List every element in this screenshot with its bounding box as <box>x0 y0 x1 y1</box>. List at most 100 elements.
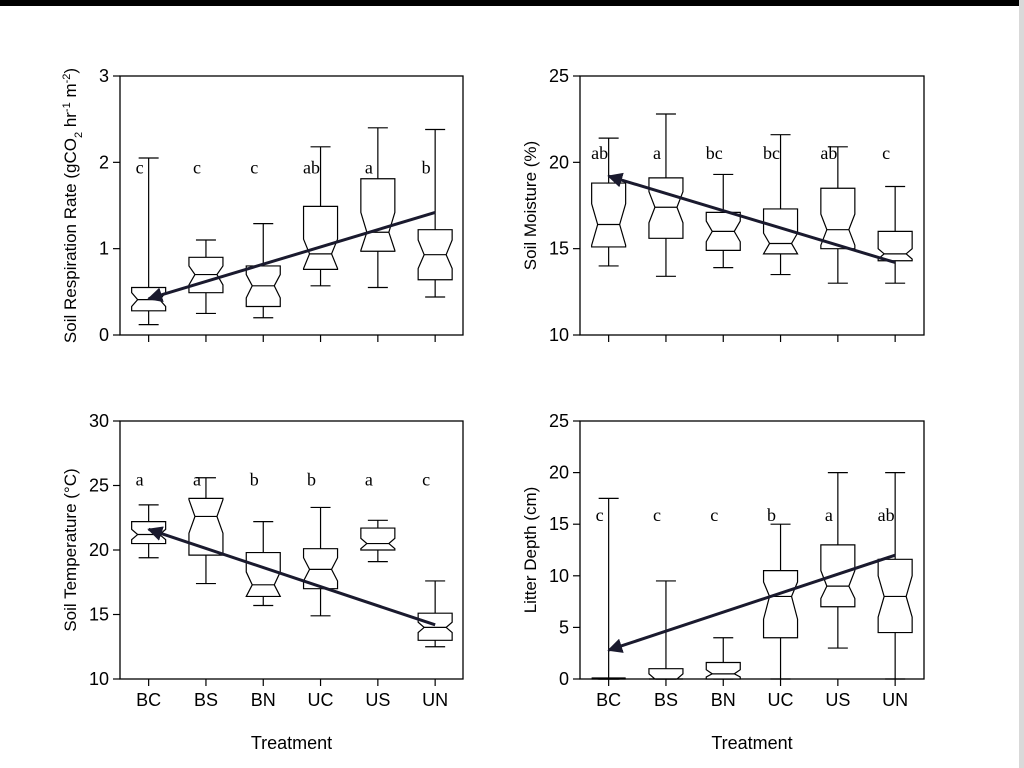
box-BC <box>131 157 167 326</box>
box-UC <box>302 146 339 287</box>
box-BC <box>131 504 167 559</box>
x-tick-label: US <box>825 690 850 710</box>
x-tick-label: UN <box>422 690 448 710</box>
box-body <box>820 544 856 608</box>
significance-letter: bc <box>706 143 723 163</box>
x-tick-label: BC <box>596 690 621 710</box>
significance-letter: bc <box>763 143 780 163</box>
box-body <box>762 208 799 255</box>
box-US <box>360 127 396 289</box>
significance-letter: b <box>767 505 776 525</box>
box-US <box>820 472 856 649</box>
significance-letter: c <box>882 143 890 163</box>
box-body <box>360 527 396 551</box>
y-tick-label: 25 <box>89 476 109 496</box>
box-US <box>820 146 856 284</box>
y-tick-label: 10 <box>549 325 569 345</box>
trend-arrow <box>147 526 436 627</box>
x-tick-label: BN <box>711 690 736 710</box>
x-tick-label: UC <box>308 690 334 710</box>
box-body <box>648 177 684 239</box>
significance-letter: c <box>422 470 430 490</box>
box-body <box>705 661 741 680</box>
plot-frame <box>579 75 925 336</box>
y-axis-label: Litter Depth (cm) <box>521 487 540 614</box>
box-body <box>302 548 339 590</box>
panel-4: 0 5 10 15 20 25 Litter Depth (cm) BC BS BN UC US UN T… <box>521 411 925 753</box>
plot-frame <box>119 420 464 680</box>
x-tick-label: UC <box>768 690 794 710</box>
trend-arrow <box>607 172 896 264</box>
significance-letter: c <box>136 158 144 178</box>
y-tick-label: 20 <box>89 540 109 560</box>
box-UC <box>762 134 799 276</box>
y-axis-label: Soil Respiration Rate (gCO2 hr-1 m-2) <box>61 68 85 343</box>
significance-letter: ab <box>591 143 608 163</box>
box-body <box>417 612 453 641</box>
right-page-edge <box>1019 0 1024 768</box>
box-UN <box>877 185 913 284</box>
box-body <box>877 230 913 262</box>
y-tick-label: 15 <box>549 514 569 534</box>
box-BS <box>648 113 684 277</box>
significance-letter: a <box>193 470 201 490</box>
y-tick-label: 25 <box>549 411 569 431</box>
panel-3: 10 15 20 25 30 Soil Temperature (°C) BC BS BN UC U… <box>61 411 464 753</box>
y-tick-label: 25 <box>549 66 569 86</box>
significance-letter: a <box>825 505 833 525</box>
top-border-rule <box>0 0 1024 6</box>
box-UN <box>877 472 913 680</box>
y-tick-label: 10 <box>89 669 109 689</box>
y-tick-label: 2 <box>99 152 109 172</box>
box-US <box>360 519 396 563</box>
y-tick-label: 3 <box>99 66 109 86</box>
y-tick-label: 10 <box>549 566 569 586</box>
box-body <box>245 551 282 598</box>
box-body <box>188 497 224 556</box>
x-tick-label: BS <box>654 690 678 710</box>
box-BS <box>648 580 684 680</box>
y-tick-label: 15 <box>549 239 569 259</box>
panel-1: 0 1 2 3 Soil Respiration Rate (gCO2 hr-1 m-2… <box>61 66 464 345</box>
box-body <box>820 187 856 250</box>
y-tick-label: 20 <box>549 463 569 483</box>
significance-letter: a <box>136 470 144 490</box>
x-tick-label: UN <box>882 690 908 710</box>
trend-arrow <box>607 553 896 653</box>
x-axis-label: Treatment <box>711 733 792 753</box>
significance-letter: b <box>422 158 431 178</box>
significance-letter: c <box>710 505 718 525</box>
significance-letter: c <box>250 158 258 178</box>
box-body <box>762 570 799 639</box>
trend-arrow <box>147 210 436 303</box>
box-UN <box>417 580 453 648</box>
box-UN <box>417 128 453 298</box>
significance-letter: b <box>307 470 316 490</box>
y-axis-label: Soil Temperature (°C) <box>61 468 80 631</box>
box-body <box>360 178 396 252</box>
significance-letter: c <box>596 505 604 525</box>
significance-letter: ab <box>303 158 320 178</box>
y-tick-label: 1 <box>99 239 109 259</box>
significance-letter: a <box>653 143 661 163</box>
y-tick-label: 0 <box>99 325 109 345</box>
x-tick-label: US <box>365 690 390 710</box>
x-axis-label: Treatment <box>251 733 332 753</box>
box-UC <box>762 523 799 680</box>
y-axis-label: Soil Moisture (%) <box>521 141 540 270</box>
significance-letter: a <box>365 158 373 178</box>
significance-letter: c <box>653 505 661 525</box>
box-BN <box>245 223 281 319</box>
significance-letter: a <box>365 470 373 490</box>
y-tick-label: 5 <box>559 617 569 637</box>
box-BS <box>188 477 224 585</box>
y-tick-label: 0 <box>559 669 569 689</box>
y-tick-label: 30 <box>89 411 109 431</box>
significance-letter: ab <box>878 505 895 525</box>
significance-letter: ab <box>820 143 837 163</box>
box-body <box>302 205 339 270</box>
box-UC <box>302 506 339 617</box>
significance-letter: b <box>250 470 259 490</box>
